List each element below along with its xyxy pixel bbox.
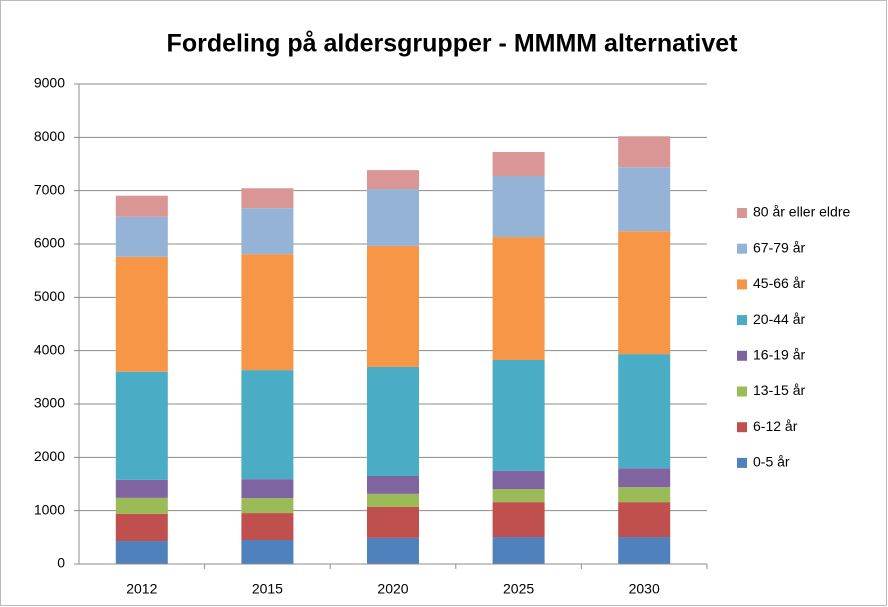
bar-segment bbox=[367, 506, 419, 538]
bar-segment bbox=[241, 479, 294, 499]
legend-swatch bbox=[737, 386, 747, 397]
x-tick-label: 2030 bbox=[629, 581, 660, 597]
legend-label: 45-66 år bbox=[753, 275, 805, 291]
bar-segment bbox=[492, 176, 545, 238]
chart-title: Fordeling på aldersgrupper - MMMM altern… bbox=[167, 30, 739, 58]
bar-segment bbox=[241, 370, 294, 480]
bar-segment bbox=[618, 468, 671, 488]
bar-segment bbox=[115, 513, 168, 542]
legend-swatch bbox=[737, 350, 747, 361]
bar-segment bbox=[618, 167, 671, 232]
bar-segment bbox=[618, 502, 671, 538]
legend-swatch bbox=[737, 279, 747, 290]
legend-label: 20-44 år bbox=[753, 311, 805, 327]
bar-segment bbox=[367, 366, 419, 476]
x-tick-label: 2020 bbox=[377, 581, 408, 597]
bar-segment bbox=[115, 371, 168, 480]
bar-segment bbox=[492, 360, 545, 471]
bar-segment bbox=[241, 188, 294, 209]
legend-swatch bbox=[737, 315, 747, 326]
bar-segment bbox=[618, 487, 671, 503]
bar-segment bbox=[367, 537, 419, 564]
bar-segment bbox=[115, 497, 168, 514]
bar-segment bbox=[492, 470, 545, 490]
bar-segment bbox=[115, 216, 168, 257]
legend-swatch bbox=[737, 208, 747, 218]
x-tick-label: 2012 bbox=[126, 581, 157, 597]
bar-segment bbox=[241, 208, 294, 255]
y-tick-label: 3000 bbox=[34, 395, 65, 411]
bar-segment bbox=[492, 152, 545, 176]
y-tick-label: 9000 bbox=[34, 75, 65, 91]
y-tick-label: 1000 bbox=[34, 501, 65, 517]
y-tick-label: 2000 bbox=[34, 448, 65, 464]
y-tick-label: 0 bbox=[57, 555, 65, 571]
legend-label: 6-12 år bbox=[753, 418, 798, 434]
legend-label: 0-5 år bbox=[753, 454, 790, 470]
bar-segment bbox=[618, 136, 671, 168]
x-tick-label: 2015 bbox=[252, 581, 283, 597]
bar-segment bbox=[367, 493, 419, 507]
bar-segment bbox=[241, 540, 294, 564]
bar-segment bbox=[367, 245, 419, 367]
legend-swatch bbox=[737, 422, 747, 433]
bar-segment bbox=[367, 476, 419, 494]
legend-swatch bbox=[737, 457, 747, 468]
legend-label: 80 år eller eldre bbox=[753, 204, 850, 220]
bar-segment bbox=[367, 170, 419, 190]
y-tick-label: 7000 bbox=[34, 181, 65, 197]
bar-segment bbox=[492, 502, 545, 538]
legend-label: 13-15 år bbox=[753, 382, 805, 398]
bar-segment bbox=[618, 231, 671, 355]
y-tick-label: 8000 bbox=[34, 128, 65, 144]
y-tick-label: 4000 bbox=[34, 341, 65, 357]
bar-segment bbox=[115, 541, 168, 564]
bar-segment bbox=[492, 237, 545, 360]
bar-segment bbox=[492, 489, 545, 503]
legend-swatch bbox=[737, 243, 747, 254]
bar-segment bbox=[241, 254, 294, 371]
bar-segment bbox=[618, 354, 671, 469]
bar-segment bbox=[115, 256, 168, 372]
bar-segment bbox=[367, 189, 419, 246]
bar-segment bbox=[492, 537, 545, 564]
bar-segment bbox=[115, 479, 168, 498]
legend-label: 16-19 år bbox=[753, 347, 805, 363]
y-tick-label: 6000 bbox=[34, 235, 65, 251]
bar-segment bbox=[241, 498, 294, 514]
bar-segment bbox=[618, 537, 671, 564]
x-tick-label: 2025 bbox=[503, 581, 534, 597]
y-tick-label: 5000 bbox=[34, 288, 65, 304]
bar-segment bbox=[115, 195, 168, 217]
bar-segment bbox=[241, 513, 294, 540]
legend-label: 67-79 år bbox=[753, 239, 805, 255]
